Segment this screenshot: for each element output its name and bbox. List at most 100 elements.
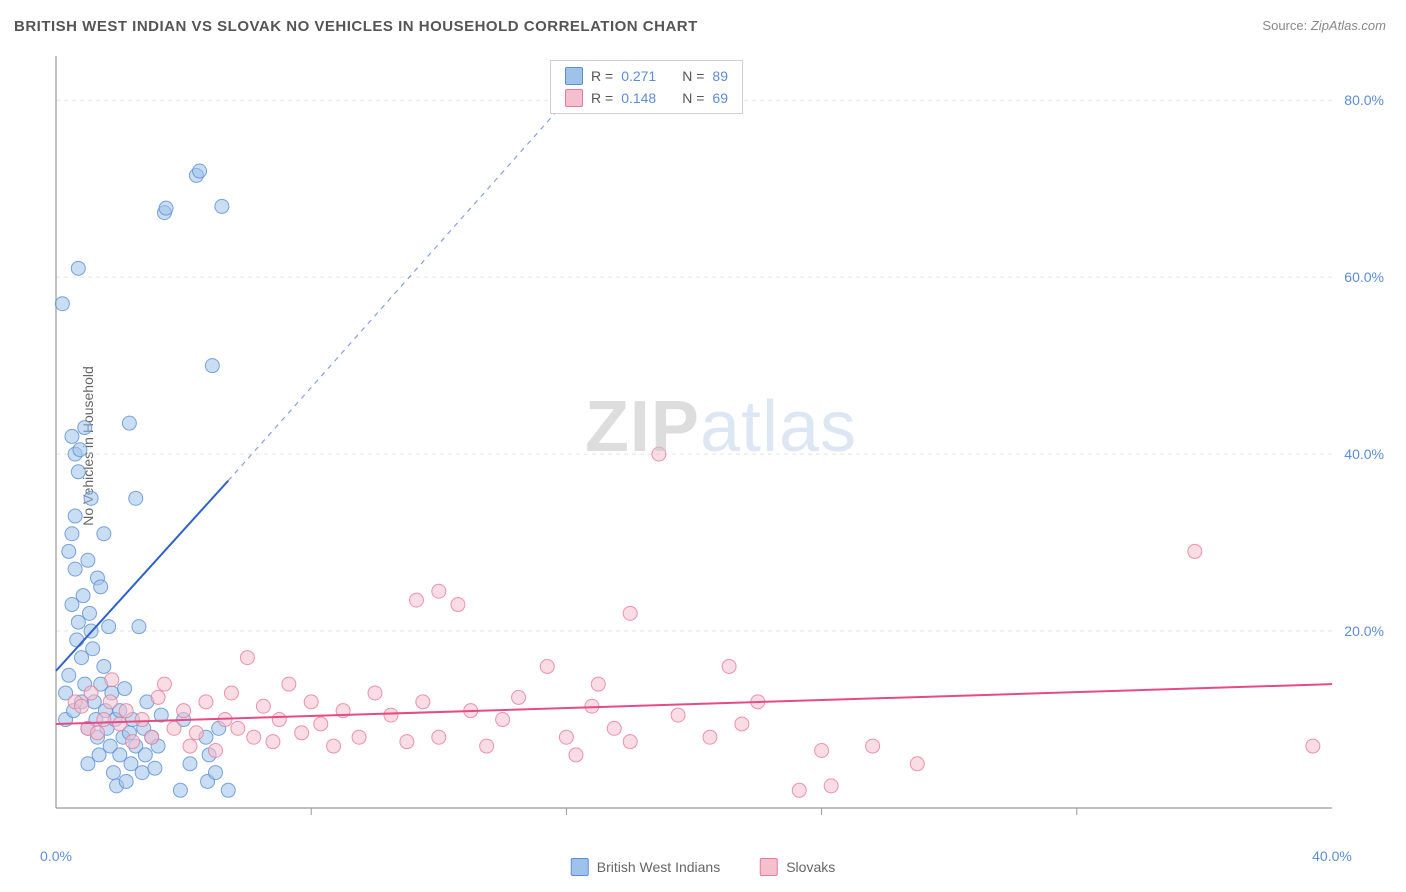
data-point [866,739,880,753]
data-point [247,730,261,744]
data-point [1306,739,1320,753]
data-point [735,717,749,731]
data-point [62,668,76,682]
data-point [135,766,149,780]
scatter-chart [52,48,1390,838]
data-point [480,739,494,753]
trend-line [56,481,228,671]
data-point [71,465,85,479]
data-point [215,199,229,213]
data-point [81,553,95,567]
data-point [78,421,92,435]
data-point [183,757,197,771]
data-point [910,757,924,771]
data-point [352,730,366,744]
stats-row: R =0.148N =69 [551,87,742,109]
data-point [199,695,213,709]
data-point [103,695,117,709]
series-swatch [565,67,583,85]
data-point [304,695,318,709]
data-point [118,682,132,696]
y-tick-label: 80.0% [1344,92,1384,108]
data-point [221,783,235,797]
data-point [314,717,328,731]
data-point [792,783,806,797]
data-point [177,704,191,718]
data-point [122,416,136,430]
data-point [148,761,162,775]
data-point [105,673,119,687]
data-point [231,721,245,735]
data-point [559,730,573,744]
data-point [102,620,116,634]
data-point [1188,544,1202,558]
source-label: Source: [1262,18,1307,33]
legend-item: British West Indians [571,858,720,876]
data-point [722,659,736,673]
data-point [62,544,76,558]
data-point [65,429,79,443]
data-point [97,659,111,673]
trend-line-extrapolated [228,83,582,481]
data-point [76,589,90,603]
n-value: 69 [712,90,728,106]
r-label: R = [591,90,613,106]
data-point [496,713,510,727]
data-point [75,699,89,713]
source-value: ZipAtlas.com [1311,18,1386,33]
data-point [113,717,127,731]
data-point [512,690,526,704]
data-point [119,774,133,788]
data-point [256,699,270,713]
data-point [159,201,173,215]
data-point [432,730,446,744]
data-point [71,261,85,275]
chart-title: BRITISH WEST INDIAN VS SLOVAK NO VEHICLE… [14,18,698,35]
data-point [94,580,108,594]
data-point [623,735,637,749]
data-point [145,730,159,744]
source-attribution: Source: ZipAtlas.com [1262,18,1386,33]
data-point [384,708,398,722]
data-point [151,690,165,704]
legend-swatch [571,858,589,876]
legend-swatch [760,858,778,876]
data-point [282,677,296,691]
data-point [240,651,254,665]
data-point [266,735,280,749]
data-point [671,708,685,722]
data-point [82,606,96,620]
correlation-stats-box: R =0.271N =89R =0.148N =69 [550,60,743,114]
data-point [400,735,414,749]
data-point [703,730,717,744]
data-point [623,606,637,620]
data-point [824,779,838,793]
data-point [129,491,143,505]
x-tick-label: 0.0% [40,848,72,864]
data-point [119,704,133,718]
data-point [540,659,554,673]
data-point [209,766,223,780]
x-tick-label: 40.0% [1312,848,1352,864]
data-point [295,726,309,740]
legend-item: Slovaks [760,858,835,876]
plot-area: ZIPatlas R =0.271N =89R =0.148N =69 20.0… [52,48,1390,838]
data-point [815,743,829,757]
stats-row: R =0.271N =89 [551,65,742,87]
legend-label: British West Indians [597,859,720,875]
data-point [205,359,219,373]
data-point [86,642,100,656]
data-point [106,766,120,780]
data-point [432,584,446,598]
r-value: 0.271 [621,68,656,84]
data-point [126,735,140,749]
data-point [652,447,666,461]
legend-label: Slovaks [786,859,835,875]
y-tick-label: 20.0% [1344,623,1384,639]
data-point [68,509,82,523]
data-point [569,748,583,762]
y-tick-label: 40.0% [1344,446,1384,462]
n-label: N = [682,90,704,106]
series-swatch [565,89,583,107]
data-point [65,527,79,541]
